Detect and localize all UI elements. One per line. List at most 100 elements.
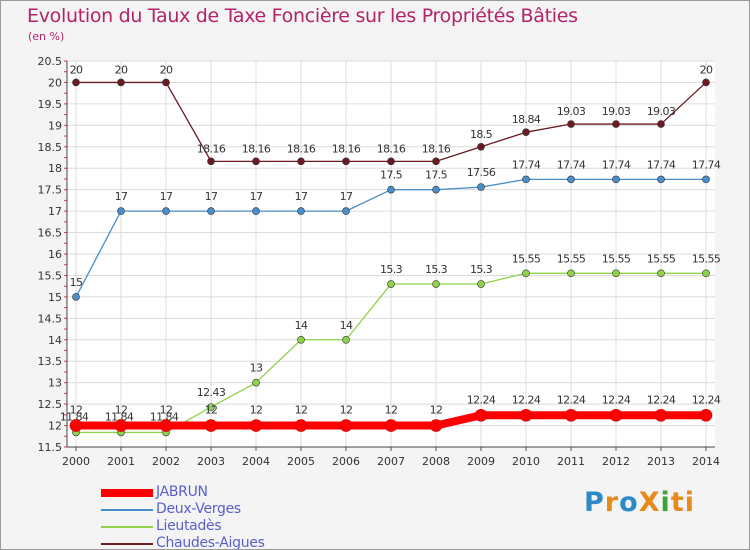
data-point-lieutad-s	[342, 335, 350, 344]
data-point-deux-verges	[567, 175, 575, 184]
x-tick-label: 2001	[107, 455, 135, 468]
data-point-jabrun	[609, 408, 623, 422]
data-point-deux-verges	[477, 183, 485, 191]
data-point-chaudes-aigues	[522, 128, 530, 136]
data-label-deux-verges: 17	[340, 190, 353, 203]
data-label-deux-verges: 17	[160, 190, 173, 203]
data-label-jabrun: 12	[250, 404, 263, 417]
y-tick-label: 14.5	[38, 312, 63, 325]
data-point-jabrun	[69, 419, 83, 432]
x-tick-label: 2000	[62, 455, 90, 468]
data-point-deux-verges	[432, 185, 440, 194]
data-point-chaudes-aigues	[297, 157, 305, 166]
legend-label: Lieutadès	[156, 518, 222, 534]
data-label-lieutad-s: 15.3	[425, 263, 448, 276]
legend-swatch	[101, 543, 153, 545]
y-tick-label: 18	[48, 162, 62, 175]
y-tick-label: 15	[48, 291, 62, 304]
legend-label: Chaudes-Aigues	[156, 535, 265, 550]
data-point-jabrun	[699, 408, 713, 422]
y-tick-label: 19	[48, 119, 62, 132]
data-label-chaudes-aigues: 20	[700, 63, 713, 76]
data-point-deux-verges	[252, 207, 260, 215]
y-tick-label: 16	[48, 248, 62, 261]
data-point-deux-verges	[162, 207, 170, 215]
data-label-jabrun: 12.24	[647, 393, 676, 406]
data-point-jabrun	[114, 419, 128, 432]
data-point-deux-verges	[612, 175, 620, 184]
unit-label: (en %)	[28, 30, 65, 43]
data-label-chaudes-aigues: 19.03	[647, 105, 676, 118]
data-label-jabrun: 12	[385, 404, 398, 417]
legend-label: JABRUN	[156, 484, 208, 500]
y-tick-label: 20.5	[38, 55, 63, 68]
data-label-jabrun: 12	[205, 404, 218, 417]
y-tick-label: 12	[48, 420, 62, 433]
data-label-chaudes-aigues: 18.16	[287, 142, 316, 155]
data-point-lieutad-s	[252, 378, 260, 387]
data-point-chaudes-aigues	[432, 157, 440, 166]
data-point-chaudes-aigues	[612, 120, 620, 128]
data-point-chaudes-aigues	[702, 78, 710, 87]
data-point-deux-verges	[117, 207, 125, 215]
data-label-jabrun: 12	[70, 404, 83, 417]
data-label-lieutad-s: 11.84	[150, 410, 179, 423]
data-point-lieutad-s	[387, 280, 395, 288]
y-tick-label: 18.5	[38, 141, 63, 154]
data-point-jabrun	[564, 408, 578, 422]
data-point-lieutad-s	[657, 269, 665, 278]
data-label-lieutad-s: 15.55	[557, 252, 586, 265]
data-label-chaudes-aigues: 20	[115, 63, 128, 76]
data-point-chaudes-aigues	[387, 157, 395, 166]
data-label-lieutad-s: 11.84	[105, 410, 134, 423]
x-tick-label: 2002	[152, 455, 180, 468]
y-tick-label: 20	[48, 76, 62, 89]
data-point-chaudes-aigues	[657, 120, 665, 128]
x-tick-label: 2012	[602, 455, 630, 468]
data-label-chaudes-aigues: 20	[70, 63, 83, 76]
data-label-jabrun: 12.24	[692, 393, 721, 406]
data-label-jabrun: 12.24	[602, 393, 631, 406]
data-label-lieutad-s: 12.43	[197, 386, 226, 399]
data-point-jabrun	[339, 419, 353, 432]
data-point-chaudes-aigues	[117, 78, 125, 87]
legend-swatch	[101, 509, 153, 511]
data-point-chaudes-aigues	[162, 78, 170, 87]
data-point-chaudes-aigues	[72, 78, 80, 87]
x-tick-label: 2004	[242, 455, 270, 468]
data-point-jabrun	[519, 408, 533, 422]
data-label-jabrun: 12	[295, 404, 308, 417]
data-label-lieutad-s: 15.3	[470, 263, 493, 276]
data-label-chaudes-aigues: 20	[160, 63, 173, 76]
data-point-jabrun	[294, 419, 308, 432]
legend-swatch	[101, 526, 153, 528]
data-label-chaudes-aigues: 19.03	[557, 105, 586, 118]
y-tick-label: 11.5	[38, 441, 63, 454]
data-label-deux-verges: 17.74	[692, 158, 721, 171]
data-label-lieutad-s: 11.84	[60, 410, 89, 423]
data-label-chaudes-aigues: 18.16	[197, 142, 226, 155]
x-tick-label: 2006	[332, 455, 360, 468]
data-label-deux-verges: 15	[70, 276, 83, 289]
data-label-deux-verges: 17.74	[557, 158, 586, 171]
data-label-chaudes-aigues: 19.03	[602, 105, 631, 118]
data-label-jabrun: 12	[160, 404, 173, 417]
data-point-lieutad-s	[477, 280, 485, 288]
data-label-jabrun: 12.24	[467, 393, 496, 406]
data-label-lieutad-s: 15.3	[380, 263, 403, 276]
x-tick-label: 2005	[287, 455, 315, 468]
data-label-lieutad-s: 14	[295, 319, 308, 332]
data-point-jabrun	[474, 408, 488, 422]
y-tick-label: 15.5	[38, 269, 63, 282]
legend-swatch	[101, 489, 153, 497]
data-point-chaudes-aigues	[252, 157, 260, 166]
data-label-chaudes-aigues: 18.16	[242, 142, 271, 155]
data-label-deux-verges: 17.5	[380, 169, 403, 182]
data-point-lieutad-s	[207, 403, 215, 411]
data-label-lieutad-s: 15.55	[647, 252, 676, 265]
y-tick-label: 13	[48, 377, 62, 390]
data-point-lieutad-s	[612, 269, 620, 278]
x-tick-label: 2003	[197, 455, 225, 468]
